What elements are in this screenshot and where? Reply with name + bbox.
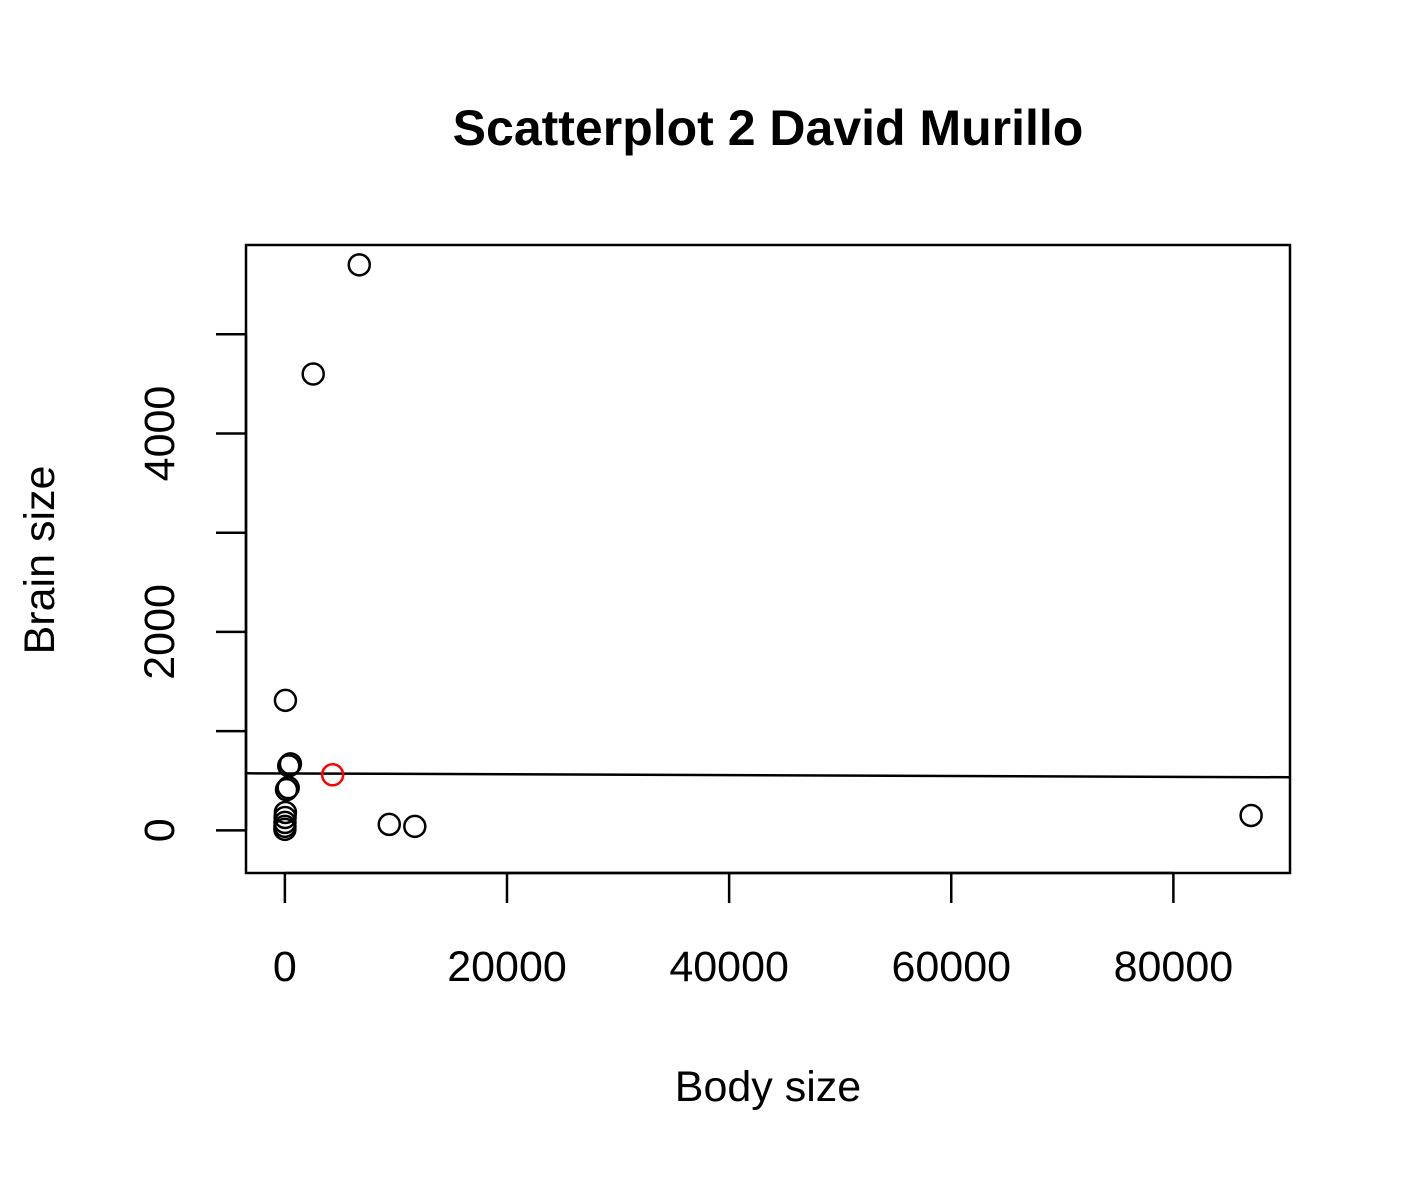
x-tick-label: 20000: [447, 943, 567, 991]
x-tick-label: 80000: [1114, 943, 1234, 991]
plot-area-frame: [244, 243, 1292, 875]
x-tick-label: 60000: [891, 943, 1011, 991]
data-point: [274, 777, 299, 802]
y-axis-label: Brain size: [16, 466, 64, 655]
regression-lines: [245, 772, 1291, 779]
y-tick-label: 4000: [136, 386, 184, 482]
data-point: [278, 752, 303, 776]
data-point: [1239, 803, 1263, 828]
x-tick-label: 0: [273, 943, 297, 991]
x-axis: 0 20000 40000 60000 80000: [273, 871, 1234, 991]
y-tick-label: 2000: [136, 584, 184, 680]
data-point: [273, 817, 297, 842]
x-tick-label: 40000: [669, 943, 789, 991]
highlighted-data-point: [320, 763, 345, 787]
data-point: [276, 775, 300, 800]
x-axis-label: Body size: [675, 1063, 861, 1111]
data-point: [347, 253, 372, 277]
y-axis: 0 2000 4000: [136, 333, 248, 842]
data-point: [273, 688, 298, 713]
chart-title: Scatterplot 2 David Murillo: [453, 100, 1084, 156]
data-point: [403, 814, 427, 839]
data-points: [273, 253, 1263, 842]
regression-line: [245, 772, 1291, 779]
y-tick-label: 0: [136, 818, 184, 842]
data-point: [377, 812, 402, 837]
data-point: [301, 362, 325, 386]
